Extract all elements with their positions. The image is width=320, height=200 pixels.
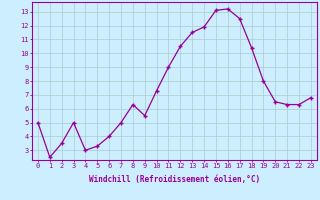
X-axis label: Windchill (Refroidissement éolien,°C): Windchill (Refroidissement éolien,°C)	[89, 175, 260, 184]
